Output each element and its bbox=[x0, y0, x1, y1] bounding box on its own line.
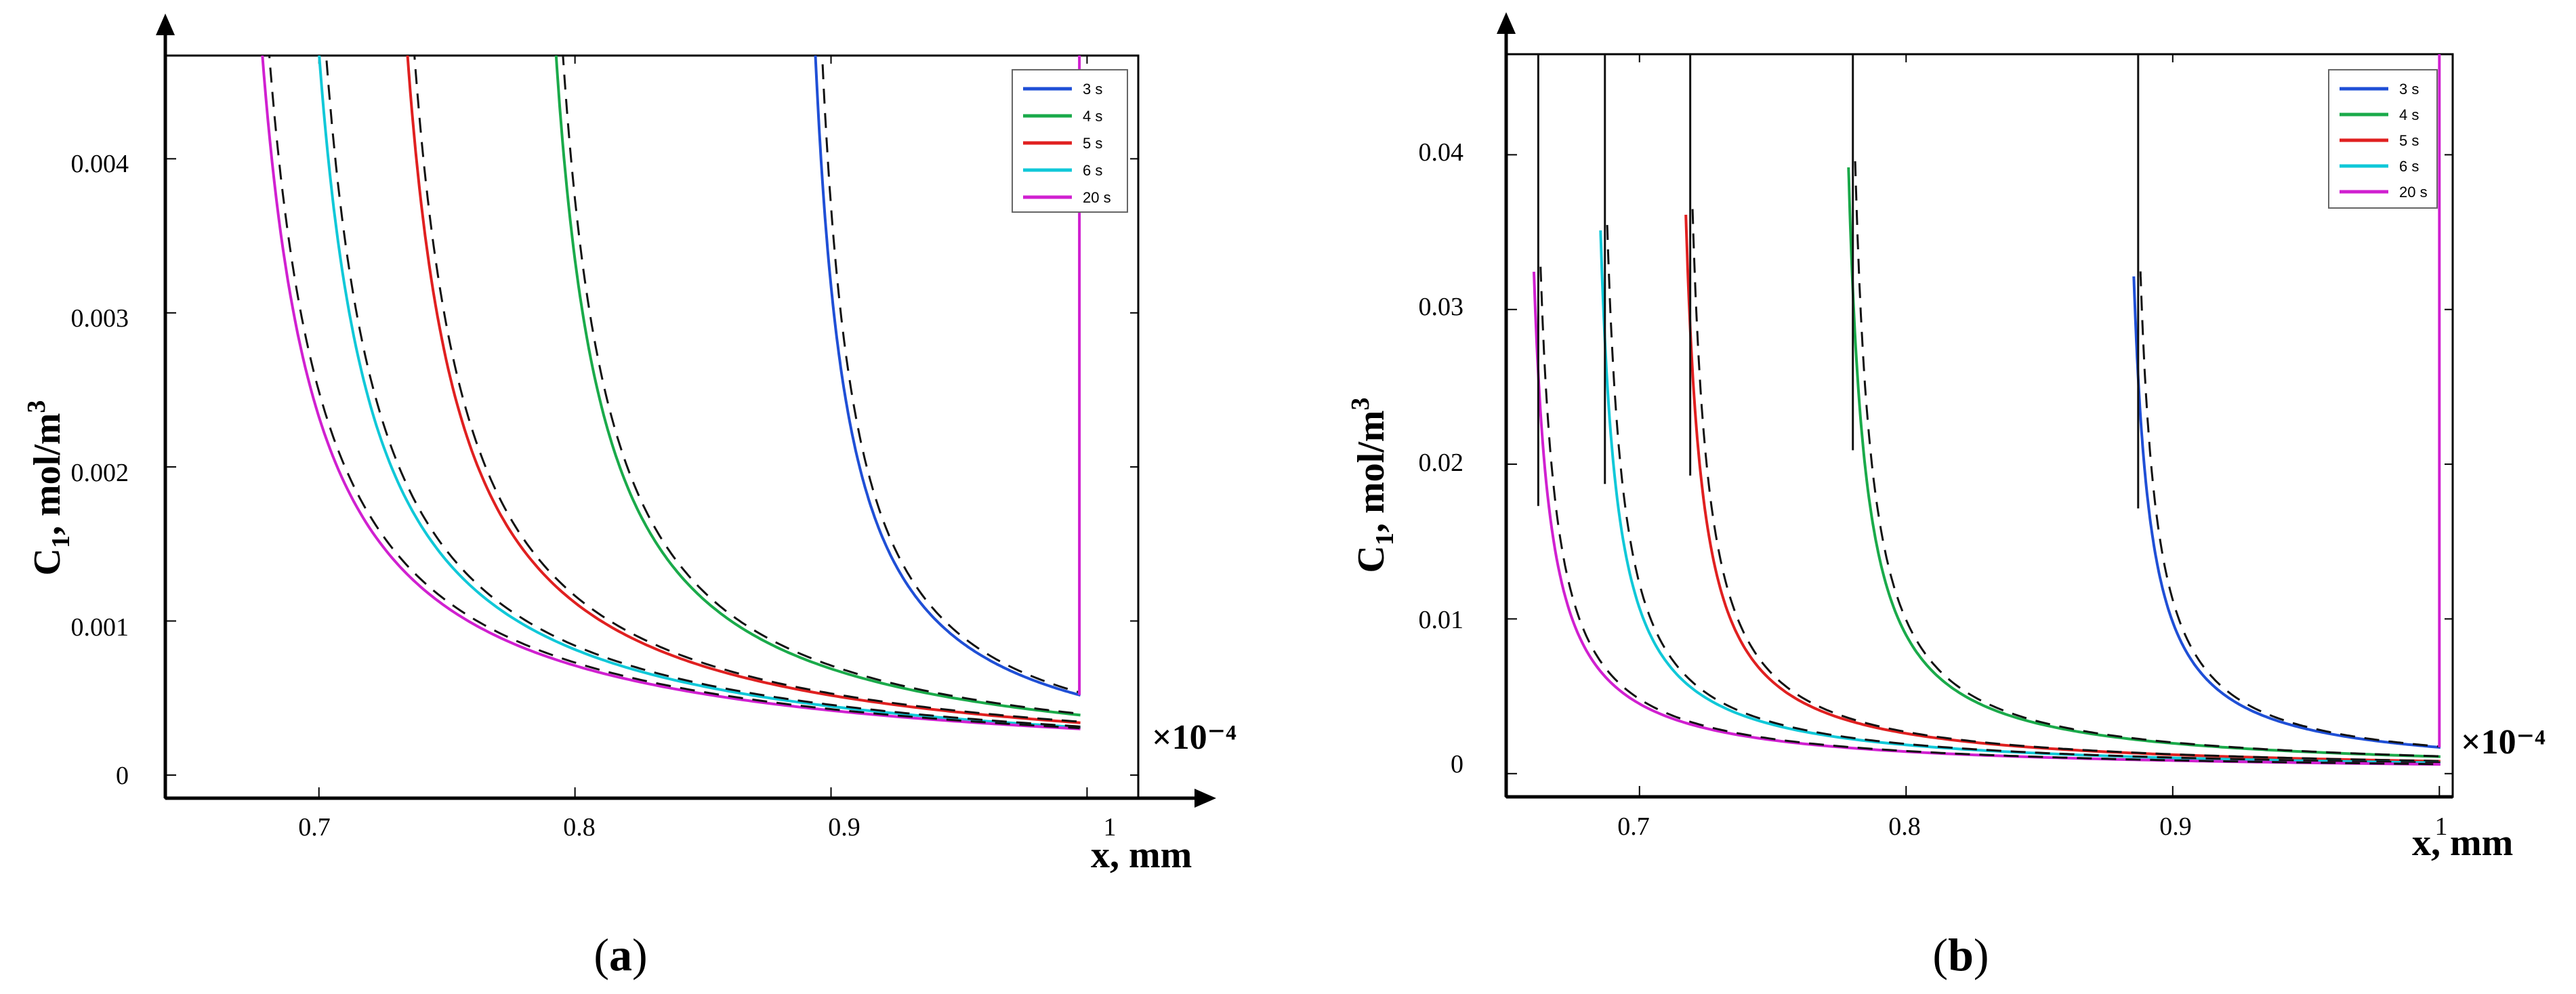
x-tick-label: 1 bbox=[1104, 813, 1117, 842]
series-line-5s bbox=[1684, 214, 2440, 763]
legend-label: 5 s bbox=[2399, 132, 2419, 149]
curves-a bbox=[261, 56, 1081, 730]
x-tick-label: 0.9 bbox=[2159, 812, 2192, 841]
x-tick-label: 1 bbox=[2435, 812, 2448, 841]
panel-label-a: (a) bbox=[594, 929, 647, 980]
reference-dashed-line bbox=[1854, 161, 2440, 758]
y-tick-label: 0.003 bbox=[71, 304, 129, 333]
y-axis-title-sup: 3 bbox=[1346, 398, 1375, 411]
series-line-5s bbox=[406, 56, 1081, 724]
reference-dashed-line bbox=[268, 56, 1081, 730]
y-axis-a bbox=[156, 14, 175, 798]
legend-label: 6 s bbox=[2399, 158, 2419, 175]
legend-a: 3 s 4 s 5 s 6 s 20 s bbox=[1012, 69, 1128, 213]
y-axis-title-main: C bbox=[26, 548, 68, 575]
series-line-6s bbox=[1599, 230, 2440, 764]
series-line-20s bbox=[1532, 272, 2440, 766]
y-axis-title-sub: 1 bbox=[47, 535, 75, 548]
y-axis-title-a: C1, mol/m3 bbox=[22, 400, 75, 576]
x-scale-label-a: ×10⁻⁴ bbox=[1152, 718, 1237, 757]
legend-box-a bbox=[1012, 69, 1128, 213]
legend-label: 20 s bbox=[1083, 189, 1111, 206]
tick-labels-a: 0 0.001 0.002 0.003 0.004 0.7 0.8 0.9 1 bbox=[71, 150, 1117, 842]
y-tick-label: 0.001 bbox=[71, 613, 129, 642]
panel-label-letter-b: b bbox=[1948, 929, 1974, 980]
reference-dashed-line bbox=[2139, 271, 2440, 748]
plot-frame-a bbox=[164, 54, 1140, 800]
x-axis-title-a: x, mm bbox=[1091, 834, 1192, 876]
y-tick-label: 0 bbox=[116, 762, 129, 790]
chart-panel-b: 0 0.01 0.02 0.03 0.04 0.7 0.8 0.9 1 3 s 4… bbox=[1346, 12, 2546, 980]
reference-dashed-line bbox=[413, 56, 1081, 723]
tick-labels-b: 0 0.01 0.02 0.03 0.04 0.7 0.8 0.9 1 bbox=[1419, 138, 2448, 841]
y-tick-label: 0.04 bbox=[1419, 138, 1464, 167]
legend-label: 4 s bbox=[2399, 106, 2419, 123]
x-scale-label-b: ×10⁻⁴ bbox=[2461, 723, 2546, 762]
series-line-3s bbox=[2132, 276, 2441, 749]
reference-dashed-line bbox=[1691, 209, 2440, 762]
y-tick-label: 0.004 bbox=[71, 150, 129, 178]
x-tick-label: 0.7 bbox=[1617, 812, 1650, 841]
y-tick-label: 0 bbox=[1451, 750, 1463, 779]
curves-b bbox=[1532, 54, 2441, 766]
x-tick-label: 0.9 bbox=[828, 813, 860, 842]
ticks-b bbox=[1506, 54, 2453, 797]
y-tick-label: 0.01 bbox=[1419, 606, 1464, 634]
legend-label: 3 s bbox=[2399, 81, 2419, 98]
y-tick-label: 0.02 bbox=[1419, 449, 1464, 477]
x-axis-title-b: x, mm bbox=[2412, 822, 2513, 864]
reference-dashed-line bbox=[325, 56, 1081, 728]
y-axis-title-sup: 3 bbox=[22, 400, 51, 413]
series-line-6s bbox=[318, 56, 1081, 729]
y-axis-arrow-b bbox=[1497, 12, 1516, 34]
y-axis-title-main: C bbox=[1350, 545, 1392, 573]
y-axis-title-b: C1, mol/m3 bbox=[1346, 398, 1399, 573]
reference-dashed-line bbox=[820, 56, 1081, 695]
legend-label: 20 s bbox=[2399, 184, 2428, 201]
series-line-4s bbox=[554, 56, 1081, 717]
chart-panel-a: 0 0.001 0.002 0.003 0.004 0.7 0.8 0.9 1 … bbox=[22, 14, 1237, 980]
x-axis-a bbox=[165, 789, 1216, 808]
plot-frame-b bbox=[1505, 53, 2454, 798]
reference-dashed-line bbox=[562, 56, 1081, 716]
y-axis-title-rest: , mol/m bbox=[1350, 411, 1392, 533]
legend-label: 3 s bbox=[1083, 81, 1102, 98]
series-line-3s bbox=[814, 56, 1081, 697]
y-axis-title-rest: , mol/m bbox=[26, 413, 68, 535]
panel-label-letter-a: a bbox=[609, 929, 632, 980]
panel-label-b: (b) bbox=[1932, 929, 1989, 980]
y-tick-label: 0.03 bbox=[1419, 293, 1464, 321]
reference-dashed-line bbox=[1539, 266, 2440, 766]
x-tick-label: 0.7 bbox=[298, 813, 331, 842]
x-axis-arrow-a bbox=[1194, 789, 1216, 808]
y-axis-title-sub: 1 bbox=[1371, 533, 1399, 545]
y-tick-label: 0.002 bbox=[71, 459, 129, 487]
series-line-20s bbox=[261, 56, 1081, 730]
x-tick-label: 0.8 bbox=[1888, 812, 1921, 841]
legend-label: 5 s bbox=[1083, 135, 1102, 152]
reference-dashed-line bbox=[1606, 225, 2440, 764]
y-axis-b bbox=[1497, 12, 1516, 797]
x-tick-label: 0.8 bbox=[563, 813, 596, 842]
legend-b: 3 s 4 s 5 s 6 s 20 s bbox=[2328, 69, 2438, 209]
legend-label: 4 s bbox=[1083, 108, 1102, 125]
ticks-a bbox=[165, 56, 1138, 798]
y-axis-arrow-a bbox=[156, 14, 175, 35]
legend-label: 6 s bbox=[1083, 162, 1102, 179]
